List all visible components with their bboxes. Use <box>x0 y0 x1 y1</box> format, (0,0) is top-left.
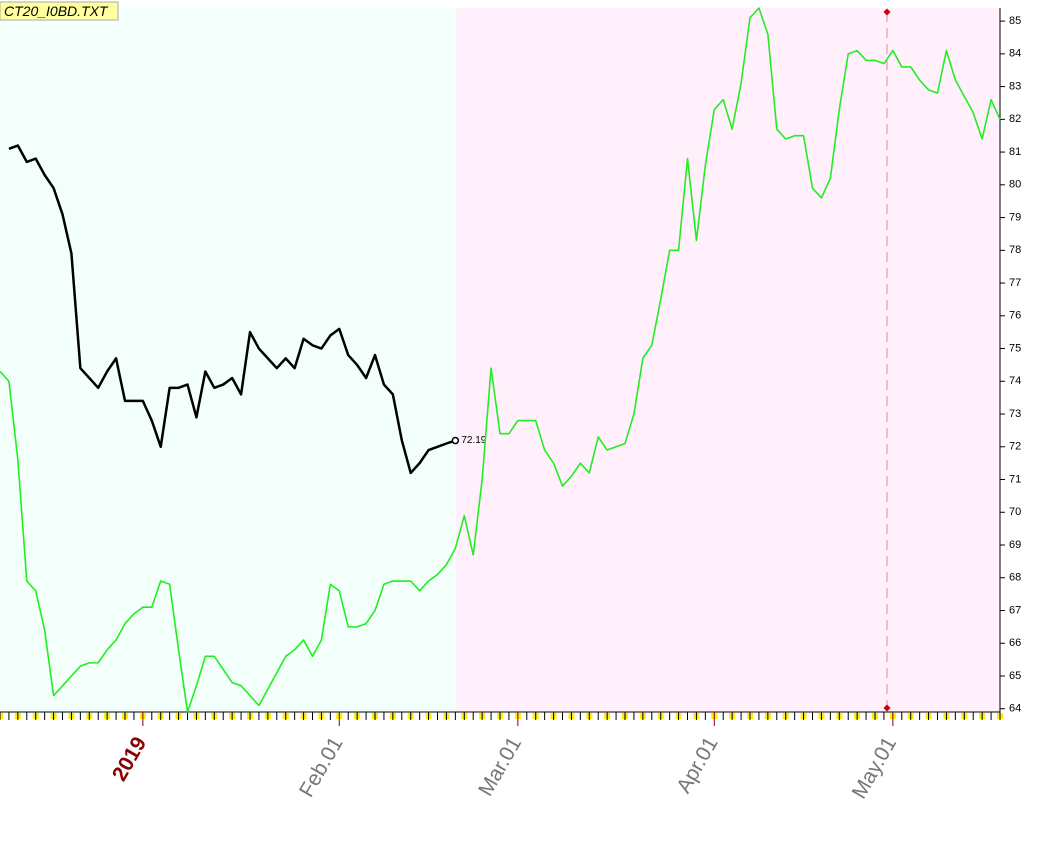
x-tick-label: 2019 <box>108 733 151 785</box>
title-box <box>0 1 119 21</box>
y-tick-label: 81 <box>1009 146 1021 158</box>
y-tick-label: 83 <box>1009 80 1021 92</box>
x-tick-box <box>0 713 3 719</box>
y-tick-label: 82 <box>1009 113 1021 125</box>
y-tick-label: 64 <box>1009 703 1021 715</box>
x-tick-label: Feb.01 <box>295 733 348 801</box>
cursor-marker <box>883 8 891 16</box>
y-tick-label: 70 <box>1009 506 1021 518</box>
y-tick-label: 67 <box>1009 604 1021 616</box>
y-tick-label: 71 <box>1009 473 1021 485</box>
y-tick-label: 65 <box>1009 670 1021 682</box>
y-tick-label: 74 <box>1009 375 1021 387</box>
end-marker <box>451 436 460 445</box>
y-tick-label: 66 <box>1009 637 1021 649</box>
y-tick-label: 78 <box>1009 244 1021 256</box>
y-tick-label: 73 <box>1009 408 1021 420</box>
chart-title: CT20_I0BD.TXT <box>4 3 109 19</box>
y-tick-label: 77 <box>1009 277 1021 289</box>
y-tick-label: 69 <box>1009 539 1021 551</box>
y-tick-label: 76 <box>1009 310 1021 322</box>
y-tick-label: 72 <box>1009 441 1021 453</box>
background-left <box>0 8 456 712</box>
series-line <box>0 7 1001 713</box>
y-tick-label: 85 <box>1009 15 1021 27</box>
y-tick-label: 80 <box>1009 179 1021 191</box>
background-right <box>456 8 1000 712</box>
cursor-marker <box>883 704 891 712</box>
y-tick-label: 75 <box>1009 342 1021 354</box>
x-tick-label: May.01 <box>848 733 902 803</box>
value-label: 72.19 <box>461 435 486 446</box>
x-tick-label: Apr.01 <box>672 733 722 797</box>
x-tick-label: Mar.01 <box>474 733 526 800</box>
y-tick-label: 79 <box>1009 211 1021 223</box>
series-line <box>8 144 456 475</box>
y-tick-label: 84 <box>1009 48 1021 60</box>
y-tick-label: 68 <box>1009 572 1021 584</box>
